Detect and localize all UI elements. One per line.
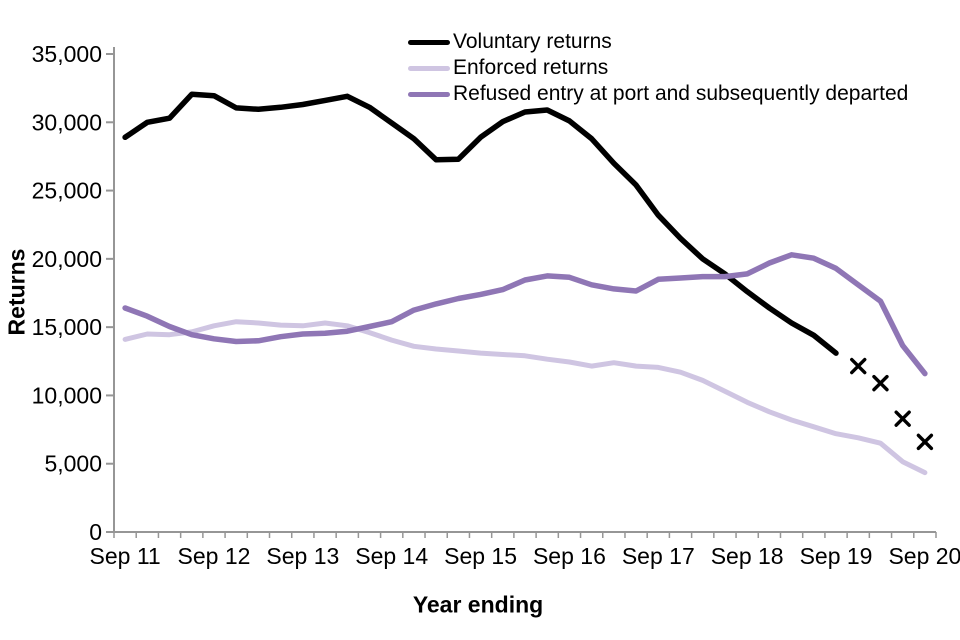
legend-item-voluntary-returns: Voluntary returns (408, 29, 908, 55)
x-tick-label: Sep 12 (178, 543, 251, 569)
legend-item-enforced-returns: Enforced returns (408, 55, 908, 81)
x-tick-label: Sep 13 (266, 543, 339, 569)
series-line-voluntary-returns (122, 91, 839, 356)
x-tick-label: Sep 18 (711, 543, 784, 569)
provisional-x-marker (894, 410, 911, 427)
provisional-x-marker (916, 433, 934, 451)
legend-label-voluntary-returns: Voluntary returns (453, 30, 612, 53)
y-tick-label: 10,000 (32, 382, 102, 408)
legend-item-refused-entry: Refused entry at port and subsequently d… (408, 81, 908, 107)
y-tick-label: 15,000 (32, 314, 102, 340)
legend-swatch-enforced-returns-icon (408, 65, 450, 71)
y-axis-title: Returns (3, 248, 30, 336)
legend-label-enforced-returns: Enforced returns (453, 56, 609, 79)
x-tick-label: Sep 20 (888, 543, 960, 569)
y-tick-label: 20,000 (32, 246, 102, 272)
y-tick-label: 35,000 (32, 41, 102, 67)
provisional-x-marker (850, 357, 867, 375)
x-tick-label: Sep 14 (355, 543, 428, 569)
y-tick-label: 25,000 (32, 178, 102, 204)
x-axis-title: Year ending (412, 591, 544, 618)
legend-swatch-refused-entry-icon (408, 91, 450, 97)
x-tick-label: Sep 19 (800, 543, 873, 569)
x-tick-label: Sep 17 (622, 543, 695, 569)
series-line-enforced-returns (122, 319, 928, 476)
x-tick-label: Sep 16 (533, 543, 606, 569)
legend: Voluntary returns Enforced returns Refus… (408, 29, 908, 107)
y-tick-label: 30,000 (32, 109, 102, 135)
series-line-refused-entry-at-port (122, 252, 928, 377)
legend-label-refused-entry: Refused entry at port and subsequently d… (453, 82, 909, 105)
x-tick-label: Sep 11 (90, 543, 161, 569)
provisional-x-marker (872, 374, 889, 392)
y-tick-label: 0 (89, 519, 102, 545)
legend-swatch-voluntary-returns-icon (408, 39, 450, 45)
y-tick-label: 5,000 (44, 451, 102, 477)
x-tick-label: Sep 15 (444, 543, 517, 569)
